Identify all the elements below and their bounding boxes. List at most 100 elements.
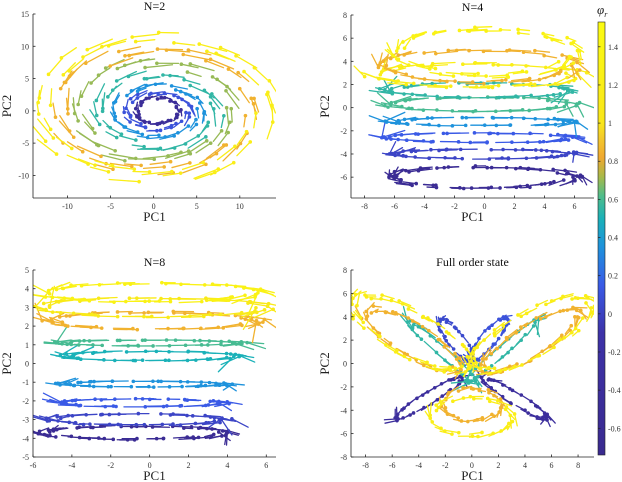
arrow-segment — [266, 121, 274, 140]
arrow-point — [130, 35, 135, 39]
arrow-segment — [263, 318, 276, 329]
arrow-point — [60, 321, 65, 326]
arrow-segment — [240, 309, 266, 318]
arrow-segment — [60, 414, 73, 419]
arrow-point — [504, 405, 509, 409]
arrow-segment — [164, 132, 179, 138]
arrow-point — [169, 118, 173, 123]
arrow-point — [361, 320, 366, 325]
arrow-segment — [401, 401, 411, 411]
arrow-segment — [210, 162, 235, 176]
arrow-segment — [397, 116, 417, 122]
y-tick-label: 6 — [343, 34, 347, 43]
arrow-segment — [424, 410, 433, 423]
arrow-segment — [77, 381, 95, 384]
arrow-point — [573, 326, 578, 331]
arrow-segment — [371, 53, 380, 69]
arrow-point — [54, 152, 59, 156]
y-tick-label: 8 — [343, 266, 347, 275]
arrow-segment — [429, 335, 440, 344]
arrow-point — [156, 92, 161, 97]
arrow-point — [179, 108, 183, 112]
arrow-point — [431, 139, 435, 144]
arrow-point — [378, 72, 383, 77]
trajectory-arrows — [33, 30, 276, 184]
arrow-point — [460, 342, 465, 347]
arrow-point — [467, 366, 472, 371]
x-tick-label: -2 — [107, 461, 114, 470]
arrow-segment — [189, 313, 211, 317]
arrow-point — [519, 393, 524, 397]
arrow-point — [460, 115, 465, 120]
arrow-segment — [260, 288, 275, 294]
arrow-point — [571, 40, 576, 45]
arrow-segment — [508, 79, 530, 83]
arrow-point — [369, 296, 374, 301]
arrow-segment — [385, 53, 389, 67]
arrow-point — [53, 435, 58, 439]
arrow-segment — [471, 350, 477, 364]
x-tick-label: -6 — [389, 461, 396, 470]
arrow-point — [492, 366, 497, 371]
y-tick-label: -6 — [340, 430, 347, 439]
arrow-segment — [97, 315, 119, 318]
arrow-segment — [268, 80, 276, 93]
arrow-point — [191, 435, 195, 439]
arrow-segment — [118, 46, 142, 53]
arrow-segment — [573, 120, 578, 138]
x-tick-label: 8 — [576, 461, 580, 470]
arrow-point — [139, 163, 143, 168]
arrow-segment — [586, 72, 594, 78]
arrow-point — [431, 31, 436, 36]
arrow-point — [224, 383, 229, 387]
x-tick-label: -2 — [442, 461, 449, 470]
arrow-point — [396, 151, 401, 156]
arrow-segment — [496, 339, 506, 350]
arrow-point — [566, 138, 571, 142]
arrow-segment — [249, 301, 266, 305]
arrow-segment — [400, 155, 416, 158]
arrow-point — [237, 86, 242, 91]
arrow-segment — [445, 71, 463, 75]
arrow-point — [430, 420, 435, 424]
arrow-point — [421, 314, 425, 319]
arrow-segment — [560, 294, 574, 300]
arrow-point — [66, 111, 70, 116]
arrow-point — [380, 293, 384, 297]
arrow-segment — [546, 154, 563, 159]
arrow-segment — [169, 315, 191, 318]
arrow-segment — [54, 351, 73, 358]
arrow-segment — [540, 149, 559, 152]
arrow-point — [460, 364, 464, 369]
arrow-point — [397, 299, 401, 303]
arrow-point — [212, 419, 217, 423]
arrow-segment — [60, 47, 77, 59]
arrow-point — [137, 179, 141, 184]
arrow-point — [143, 338, 147, 342]
arrow-segment — [504, 408, 516, 421]
arrow-segment — [472, 341, 481, 355]
arrow-segment — [212, 296, 233, 301]
arrow-point — [520, 69, 525, 74]
colorbar-label: φr — [597, 2, 608, 19]
arrow-point — [541, 31, 545, 36]
arrow-segment — [542, 32, 555, 37]
arrow-segment — [375, 76, 399, 82]
arrow-point — [454, 370, 459, 374]
arrow-point — [76, 102, 80, 107]
arrow-point — [516, 27, 520, 32]
arrow-segment — [570, 42, 585, 53]
arrow-point — [267, 79, 272, 83]
arrow-point — [77, 403, 81, 408]
arrow-segment — [37, 89, 41, 104]
arrow-point — [442, 370, 446, 374]
arrow-point — [565, 75, 569, 80]
arrow-point — [471, 165, 475, 170]
arrow-point — [571, 61, 576, 65]
arrow-segment — [64, 356, 78, 359]
arrow-segment — [520, 394, 533, 403]
arrow-point — [151, 385, 156, 389]
arrow-segment — [54, 324, 69, 327]
arrow-point — [528, 185, 532, 190]
